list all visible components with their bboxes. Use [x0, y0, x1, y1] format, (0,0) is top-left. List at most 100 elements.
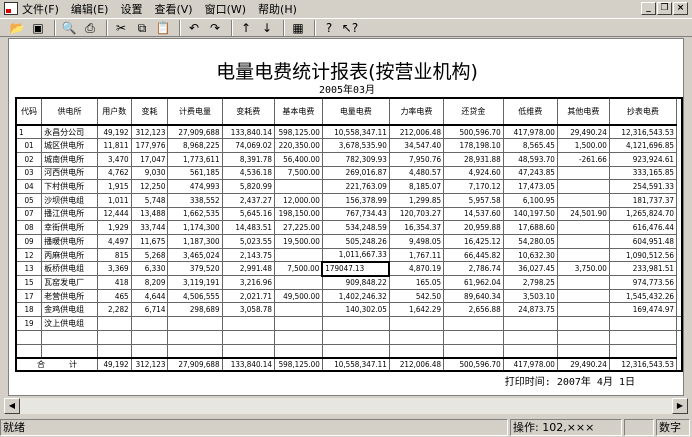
table-cell[interactable] [167, 316, 223, 331]
table-cell[interactable]: 1,265,824.70 [608, 206, 678, 222]
table-cell[interactable]: 1,011,667.33 [321, 247, 390, 263]
table-cell[interactable]: 2,656.88 [443, 302, 504, 318]
table-cell[interactable] [556, 192, 610, 208]
table-cell[interactable] [96, 343, 132, 359]
table-cell[interactable]: 4,506,555 [167, 288, 223, 304]
table-cell[interactable]: 179047.13 [321, 260, 391, 277]
total-cell[interactable]: 12,316,543.53 [608, 356, 678, 372]
table-cell[interactable]: 5,645.16 [221, 206, 275, 222]
table-cell[interactable]: 河西供电所 [41, 165, 98, 181]
table-cell[interactable]: 27,225.00 [273, 220, 323, 235]
table-cell[interactable]: 221,763.09 [321, 179, 390, 194]
table-cell[interactable] [608, 316, 678, 331]
table-cell[interactable]: 254,591.33 [608, 179, 678, 194]
total-cell[interactable]: 10,558,347.11 [321, 356, 390, 372]
table-cell[interactable]: 909,848.22 [321, 275, 390, 290]
table-cell[interactable]: 1,187,300 [167, 234, 223, 249]
table-cell[interactable]: 56,400.00 [273, 151, 323, 167]
table-cell[interactable]: 598,125.00 [273, 124, 323, 140]
table-cell[interactable]: 1,402,246.32 [321, 288, 390, 304]
table-cell[interactable]: 4,644 [130, 288, 169, 304]
app-icon[interactable] [4, 2, 18, 15]
table-cell[interactable]: 04 [15, 179, 43, 194]
table-cell[interactable]: 2,282 [96, 302, 132, 318]
table-cell[interactable]: 19 [15, 316, 43, 331]
table-cell[interactable]: 6,100.95 [502, 192, 558, 208]
table-cell[interactable]: 7,950.76 [388, 151, 445, 167]
table-cell[interactable] [273, 179, 323, 194]
table-cell[interactable]: 120,703.27 [388, 206, 445, 222]
table-cell[interactable]: 2,437.27 [221, 192, 275, 208]
table-cell[interactable]: 城区供电所 [41, 138, 98, 153]
table-cell[interactable]: 1,090,512.56 [608, 247, 678, 263]
table-cell[interactable] [15, 343, 43, 359]
table-cell[interactable]: 11,675 [130, 234, 169, 249]
table-cell[interactable]: 24,501.90 [556, 206, 610, 222]
table-cell[interactable]: 36,027.45 [502, 261, 558, 277]
table-cell[interactable]: 金鸡供电组 [41, 302, 98, 318]
total-cell[interactable]: 133,840.14 [221, 356, 275, 372]
table-cell[interactable]: 08 [15, 220, 43, 235]
total-cell[interactable]: 212,006.48 [388, 356, 445, 372]
table-cell[interactable]: 瓦窑发电厂 [41, 275, 98, 290]
table-cell[interactable]: 4,480.57 [388, 165, 445, 181]
table-cell[interactable] [556, 288, 610, 304]
menu-item-3[interactable]: 查看(V) [154, 2, 193, 16]
total-cell[interactable]: 598,125.00 [273, 356, 323, 372]
table-cell[interactable]: 汶上供电组 [41, 316, 98, 331]
table-cell[interactable]: 1,500.00 [556, 138, 610, 153]
table-cell[interactable]: 3,058.78 [221, 302, 275, 318]
table-cell[interactable]: 212,006.48 [388, 124, 445, 140]
down-arrow-icon[interactable]: ↓ [261, 20, 273, 35]
table-cell[interactable]: 8,565.45 [502, 138, 558, 153]
table-cell[interactable]: 1,299.85 [388, 192, 445, 208]
table-cell[interactable]: 01 [15, 138, 43, 153]
table-cell[interactable]: 11,811 [96, 138, 132, 153]
table-cell[interactable]: 12,000.00 [273, 192, 323, 208]
table-cell[interactable]: 16,425.12 [443, 234, 504, 249]
cut-icon[interactable]: ✂ [115, 20, 127, 35]
table-cell[interactable] [502, 316, 558, 331]
table-cell[interactable] [443, 316, 504, 331]
table-cell[interactable]: 5,820.99 [221, 179, 275, 194]
table-cell[interactable] [556, 220, 610, 235]
table-cell[interactable]: 老营供电所 [41, 288, 98, 304]
table-cell[interactable]: 9,030 [130, 165, 169, 181]
table-cell[interactable]: 4,924.60 [443, 165, 504, 181]
table-cell[interactable]: 178,198.10 [443, 138, 504, 153]
table-cell[interactable]: 604,951.48 [608, 234, 678, 249]
table-cell[interactable]: 782,309.93 [321, 151, 390, 167]
table-cell[interactable]: 48,593.70 [502, 151, 558, 167]
table-cell[interactable]: 20,959.88 [443, 220, 504, 235]
table-cell[interactable]: 8,391.78 [221, 151, 275, 167]
table-cell[interactable]: 2,991.48 [221, 261, 275, 277]
table-cell[interactable] [96, 316, 132, 331]
table-cell[interactable]: 1,767.11 [388, 247, 445, 263]
table-cell[interactable]: 49,192 [96, 124, 132, 140]
table-cell[interactable]: 923,924.61 [608, 151, 678, 167]
table-cell[interactable] [556, 247, 610, 263]
table-cell[interactable]: 8,209 [130, 275, 169, 290]
table-cell[interactable] [556, 343, 610, 359]
paste-icon[interactable]: 📋 [155, 20, 171, 35]
table-cell[interactable]: 500,596.70 [443, 124, 504, 140]
table-cell[interactable]: 12 [15, 247, 43, 263]
table-cell[interactable]: 465 [96, 288, 132, 304]
table-cell[interactable] [321, 316, 390, 331]
table-cell[interactable]: 永昌分公司 [41, 124, 98, 140]
context-help-icon[interactable]: ↖? [341, 20, 359, 35]
table-cell[interactable]: 2,786.74 [443, 261, 504, 277]
total-cell[interactable]: 417,978.00 [502, 356, 558, 372]
table-cell[interactable]: 3,216.96 [221, 275, 275, 290]
table-cell[interactable]: 1,642.29 [388, 302, 445, 318]
print-preview-icon[interactable]: 🔍 [61, 20, 77, 35]
table-cell[interactable]: 177,976 [130, 138, 169, 153]
table-cell[interactable]: 333,165.85 [608, 165, 678, 181]
table-cell[interactable]: 133,840.14 [221, 124, 275, 140]
table-cell[interactable]: 板桥供电组 [41, 261, 98, 277]
table-cell[interactable]: 220,350.00 [273, 138, 323, 153]
table-cell[interactable]: 1,011 [96, 192, 132, 208]
menu-item-4[interactable]: 窗口(W) [204, 2, 247, 16]
table-cell[interactable]: 7,170.12 [443, 179, 504, 194]
open-folder-icon[interactable]: 📂 [9, 20, 25, 35]
